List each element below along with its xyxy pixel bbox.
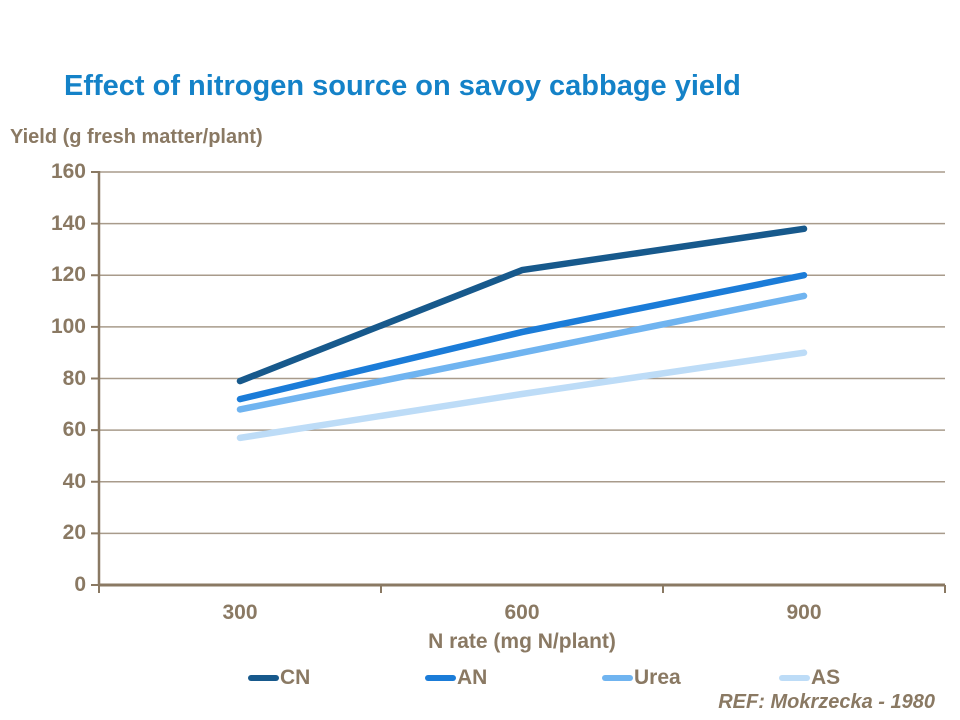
legend-item-an: AN [425,666,487,690]
legend-swatch-cn [248,675,279,681]
y-tick-label: 160 [50,160,86,183]
series-line-urea [236,292,808,413]
legend-label: CN [280,666,311,689]
legend-label: AN [457,666,488,689]
x-tick-label: 300 [222,601,258,624]
series-line-an [236,272,808,403]
y-axis-title: Yield (g fresh matter/plant) [10,126,263,148]
legend-swatch-as [779,675,810,681]
y-tick-label: 60 [62,418,86,442]
x-axis-title: N rate (mg N/plant) [428,630,616,653]
y-tick-label: 40 [62,469,86,493]
legend-item-urea: Urea [602,666,681,690]
legend-swatch-an [425,675,456,681]
y-tick-label: 120 [50,263,86,287]
y-tick-label: 100 [50,314,86,338]
reference-note: REF: Mokrzecka - 1980 [718,691,935,713]
y-tick-label: 0 [74,573,86,596]
y-tick-label: 140 [50,211,86,235]
x-tick-label: 900 [786,601,822,624]
series-line-as [236,349,808,442]
chart-title: Effect of nitrogen source on savoy cabba… [64,70,741,102]
legend-swatch-urea [602,675,633,681]
legend-label: AS [811,666,841,689]
legend-item-cn: CN [248,666,310,690]
y-tick-label: 80 [62,366,86,390]
legend-label: Urea [634,666,681,689]
legend-item-as: AS [779,666,840,690]
x-tick-label: 600 [504,601,540,624]
series-line-cn [236,225,808,385]
y-tick-label: 20 [62,521,86,545]
